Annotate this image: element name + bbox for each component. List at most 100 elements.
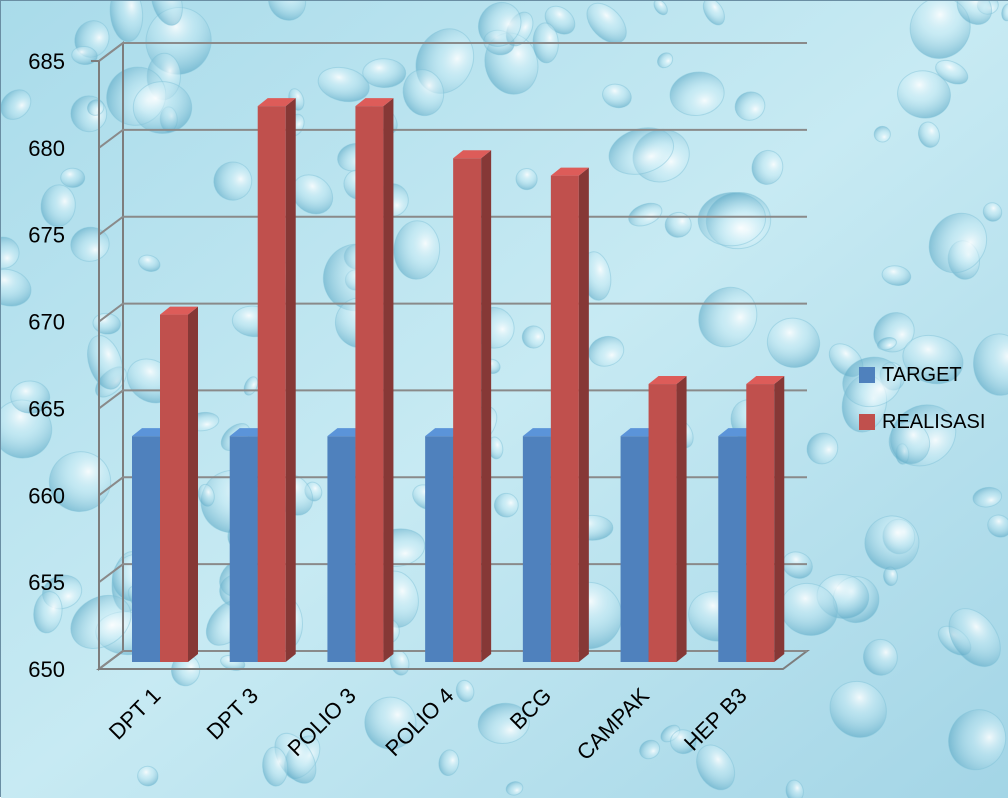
water-droplet	[213, 161, 253, 201]
bar-front	[355, 106, 384, 663]
bar-side	[676, 376, 687, 662]
water-droplet	[751, 149, 784, 185]
bar-front	[746, 384, 775, 662]
water-droplet	[639, 739, 661, 760]
water-droplet	[948, 608, 1001, 668]
y-tick-label: 665	[28, 396, 65, 421]
bar-front	[453, 158, 482, 662]
water-droplet	[897, 70, 951, 119]
water-droplet	[935, 59, 969, 85]
water-droplet	[862, 638, 898, 676]
water-droplet	[521, 325, 546, 349]
water-droplet	[873, 125, 891, 143]
bar-realisasi-hep-b3	[746, 376, 785, 662]
y-tick-label: 650	[28, 657, 65, 682]
bar-front	[425, 436, 454, 662]
y-tick-label: 675	[28, 223, 65, 248]
bars	[132, 98, 785, 663]
water-droplet	[602, 83, 632, 109]
water-droplet	[657, 52, 674, 69]
water-droplet	[393, 220, 441, 280]
water-droplet	[806, 432, 839, 465]
bar-side	[285, 98, 296, 663]
water-droplet	[150, 1, 183, 26]
y-tick-label: 660	[28, 483, 65, 508]
legend-label: TARGET	[882, 364, 962, 386]
water-droplet	[956, 1, 993, 25]
water-droplet	[109, 1, 144, 43]
water-droplet	[505, 781, 524, 796]
y-tick-label: 680	[28, 136, 65, 161]
legend: TARGET REALISASI	[859, 364, 985, 433]
water-droplet	[948, 709, 1007, 771]
water-droplet	[670, 729, 697, 755]
gridline	[98, 42, 807, 62]
water-droplet	[876, 337, 897, 351]
bar-side	[774, 376, 785, 662]
water-droplet	[664, 211, 692, 238]
water-droplet	[928, 212, 988, 274]
water-droplet	[734, 91, 766, 121]
gridline	[98, 128, 807, 149]
bar-top	[355, 98, 394, 107]
bar-realisasi-polio-4	[453, 150, 492, 662]
bar-side	[481, 150, 492, 662]
water-droplet	[702, 1, 725, 26]
bar-realisasi-dpt-1	[160, 306, 198, 662]
water-droplet	[696, 744, 736, 791]
water-droplet	[87, 335, 124, 390]
water-droplet	[362, 58, 407, 89]
water-droplet	[766, 317, 821, 368]
bar-front	[257, 106, 286, 663]
water-droplet	[628, 202, 663, 227]
water-droplet	[402, 69, 445, 117]
water-droplet	[973, 333, 1008, 396]
water-droplet	[909, 1, 971, 59]
bar-top	[257, 98, 296, 107]
water-droplet	[829, 680, 887, 738]
water-droplet	[653, 1, 668, 16]
bar-side	[188, 306, 198, 662]
bar-realisasi-dpt-3	[257, 98, 296, 663]
bar-front	[160, 314, 188, 662]
water-droplet	[268, 1, 307, 21]
bar-top	[746, 376, 785, 385]
bar-realisasi-bcg	[550, 167, 589, 662]
water-droplet	[60, 167, 86, 188]
y-tick-label: 685	[28, 49, 65, 74]
axes	[91, 60, 783, 670]
water-droplet	[137, 765, 159, 787]
bar-side	[578, 167, 589, 662]
legend-swatch	[859, 414, 875, 430]
legend-label: REALISASI	[882, 411, 985, 433]
water-droplet	[982, 202, 1003, 222]
water-droplet	[364, 696, 417, 750]
water-droplet	[70, 594, 132, 649]
water-droplet	[132, 81, 193, 134]
water-droplet	[515, 168, 538, 191]
water-droplet	[588, 335, 625, 367]
water-droplet	[493, 492, 519, 518]
bar-front	[132, 436, 160, 662]
water-droplet	[586, 2, 627, 44]
water-droplet	[881, 265, 912, 286]
water-droplet	[972, 486, 1003, 508]
water-droplet	[1, 89, 32, 120]
y-tick-label: 670	[28, 310, 65, 335]
water-droplet	[698, 286, 758, 348]
water-droplet	[48, 451, 112, 512]
water-droplet	[1, 236, 20, 269]
water-droplet	[987, 514, 1008, 538]
water-droplet	[262, 746, 289, 787]
water-droplet	[40, 184, 76, 228]
bar-front	[522, 436, 551, 662]
water-droplet	[902, 334, 964, 385]
y-tick-label: 655	[28, 570, 65, 595]
water-droplet	[1, 268, 32, 307]
bar-front	[620, 436, 649, 662]
bar-front	[327, 436, 356, 662]
water-droplet	[669, 71, 725, 117]
bar-top	[160, 306, 198, 315]
bar-side	[383, 98, 394, 663]
